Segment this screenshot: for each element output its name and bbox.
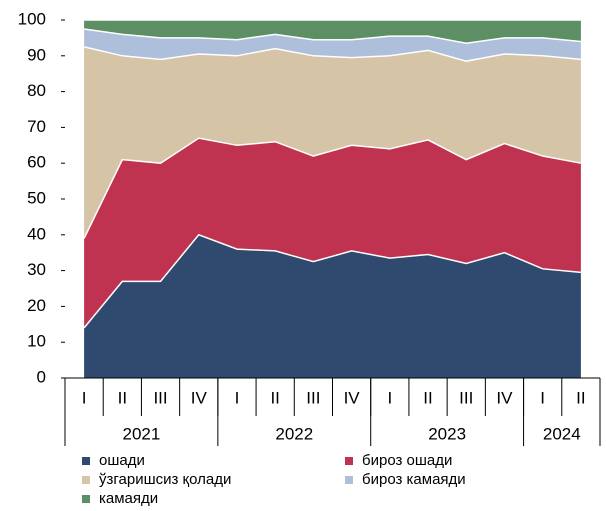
- legend-swatch: [345, 457, 353, 465]
- y-tick-label: 10: [27, 332, 46, 351]
- y-tick-label: 40: [27, 224, 46, 243]
- legend-swatch: [82, 495, 90, 503]
- x-tick-label: III: [459, 388, 473, 407]
- y-tick-label: 0: [37, 367, 46, 386]
- x-tick-label: IV: [191, 388, 208, 407]
- x-tick-label: II: [423, 388, 432, 407]
- area: [84, 46, 581, 239]
- area-edge: [83, 137, 582, 239]
- y-tick-label: 20: [27, 296, 46, 315]
- area-edge: [83, 233, 581, 329]
- group-label: 2021: [123, 424, 161, 443]
- legend-label: ўзгаришсиз қолади: [99, 471, 231, 488]
- area: [84, 20, 581, 44]
- area-edge: [83, 46, 581, 62]
- area-edge: [84, 28, 581, 45]
- legend-label: бироз камаяди: [362, 471, 466, 488]
- legend-swatch: [345, 476, 353, 484]
- y-tick-label: 60: [27, 153, 46, 172]
- x-tick-label: I: [387, 388, 392, 407]
- area: [84, 138, 581, 328]
- y-tick-label: 30: [27, 260, 46, 279]
- x-tick-label: IV: [496, 388, 513, 407]
- y-tick-label: 50: [27, 188, 46, 207]
- legend-swatch: [82, 476, 90, 484]
- x-tick-label: II: [270, 388, 279, 407]
- x-tick-label: III: [306, 388, 320, 407]
- legend-label: ошади: [99, 452, 145, 469]
- legend-label: бироз ошади: [362, 452, 452, 469]
- x-tick-label: I: [540, 388, 545, 407]
- x-tick-label: IV: [344, 388, 361, 407]
- group-label: 2022: [275, 424, 313, 443]
- legend-label: камаяди: [99, 490, 158, 506]
- y-tick-label: 90: [27, 45, 46, 64]
- group-label: 2023: [428, 424, 466, 443]
- y-tick-label: 100: [18, 9, 46, 28]
- x-tick-label: II: [118, 388, 127, 407]
- y-tick-label: 80: [27, 81, 46, 100]
- x-tick-label: I: [82, 388, 87, 407]
- y-tick-label: 70: [27, 117, 46, 136]
- legend-swatch: [82, 457, 90, 465]
- area: [84, 234, 581, 378]
- x-tick-label: I: [235, 388, 240, 407]
- group-label: 2024: [543, 424, 581, 443]
- x-tick-label: II: [576, 388, 585, 407]
- x-tick-label: III: [153, 388, 167, 407]
- area: [84, 28, 581, 62]
